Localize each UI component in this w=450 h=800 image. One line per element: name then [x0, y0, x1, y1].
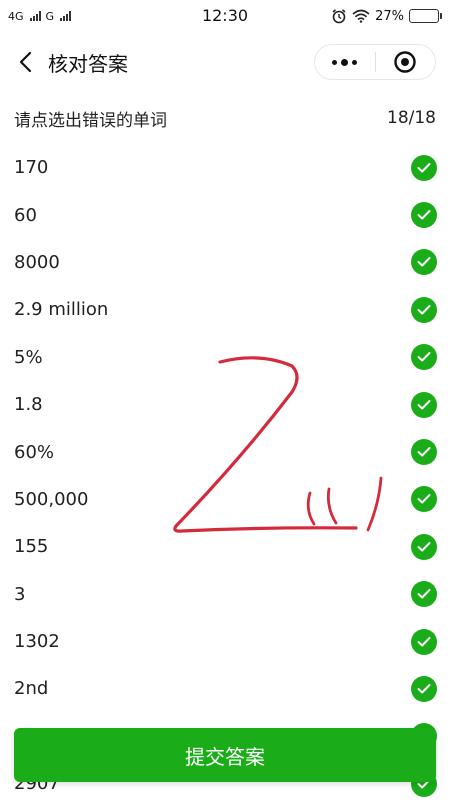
- wifi-icon: [352, 9, 370, 23]
- check-icon: [411, 581, 437, 608]
- check-icon: [411, 628, 437, 655]
- answer-item[interactable]: 500,000: [0, 476, 450, 523]
- signal-icon-2: [60, 11, 72, 21]
- check-icon: [411, 296, 437, 323]
- status-right: 27%: [331, 8, 442, 24]
- signal-icon: [29, 11, 41, 21]
- answer-item[interactable]: 5%: [0, 334, 450, 381]
- mini-program-capsule: [314, 44, 436, 80]
- answer-label: 3: [14, 583, 26, 605]
- progress-count: 18/18: [387, 108, 436, 128]
- answer-label: 1302: [14, 631, 60, 653]
- answer-list: 170 60 8000 2.9 million 5% 1.8 60% 500,000 155 3 1…: [0, 144, 450, 800]
- answer-label: 5%: [14, 346, 43, 368]
- answer-label: 60: [14, 204, 37, 226]
- check-icon: [411, 533, 437, 560]
- network-type-2: G: [45, 9, 55, 23]
- answer-item[interactable]: 1302: [0, 618, 450, 665]
- check-icon: [411, 344, 437, 371]
- page-title: 核对答案: [48, 51, 128, 76]
- nav-bar: 核对答案: [0, 32, 450, 92]
- answer-label: 2.9 million: [14, 299, 109, 321]
- check-icon: [411, 249, 437, 276]
- check-icon: [411, 202, 437, 229]
- check-icon: [411, 391, 437, 418]
- answer-label: 2nd: [14, 678, 49, 700]
- status-time: 12:30: [201, 6, 249, 25]
- answer-item[interactable]: 60%: [0, 428, 450, 475]
- answer-item[interactable]: 2nd: [0, 665, 450, 712]
- answer-label: 500,000: [14, 488, 89, 510]
- check-icon: [411, 486, 437, 513]
- answer-item[interactable]: 60: [0, 191, 450, 238]
- answer-item[interactable]: 170: [0, 144, 450, 191]
- answer-label: 155: [14, 536, 49, 558]
- submit-answer-button[interactable]: 提交答案: [14, 728, 436, 782]
- instruction-text: 请点选出错误的单词: [14, 110, 167, 131]
- check-icon: [411, 439, 437, 466]
- back-button[interactable]: [12, 48, 40, 76]
- target-circle-icon: [394, 51, 416, 73]
- answer-item[interactable]: 2.9 million: [0, 286, 450, 333]
- answer-label: 60%: [14, 441, 55, 463]
- battery-icon: [409, 9, 442, 23]
- answer-item[interactable]: 8000: [0, 239, 450, 286]
- check-icon: [411, 154, 437, 181]
- more-button[interactable]: [315, 58, 375, 66]
- capsule-divider: [374, 52, 376, 72]
- instruction-row: 请点选出错误的单词 18/18: [0, 92, 450, 144]
- status-bar: 4G G 12:30 27%: [0, 0, 450, 32]
- chevron-left-icon: [19, 51, 32, 73]
- network-type-1: 4G: [8, 9, 24, 23]
- answer-label: 170: [14, 157, 49, 179]
- answer-label: 1.8: [14, 394, 43, 416]
- answer-item[interactable]: 3: [0, 571, 450, 618]
- status-left: 4G G: [8, 9, 72, 23]
- more-dots-icon: [332, 59, 338, 65]
- alarm-icon: [332, 9, 346, 24]
- check-icon: [411, 675, 437, 702]
- answer-item[interactable]: 155: [0, 523, 450, 570]
- close-button[interactable]: [376, 50, 436, 74]
- answer-item[interactable]: 1.8: [0, 381, 450, 428]
- battery-percent: 27%: [375, 8, 404, 24]
- answer-label: 8000: [14, 251, 60, 273]
